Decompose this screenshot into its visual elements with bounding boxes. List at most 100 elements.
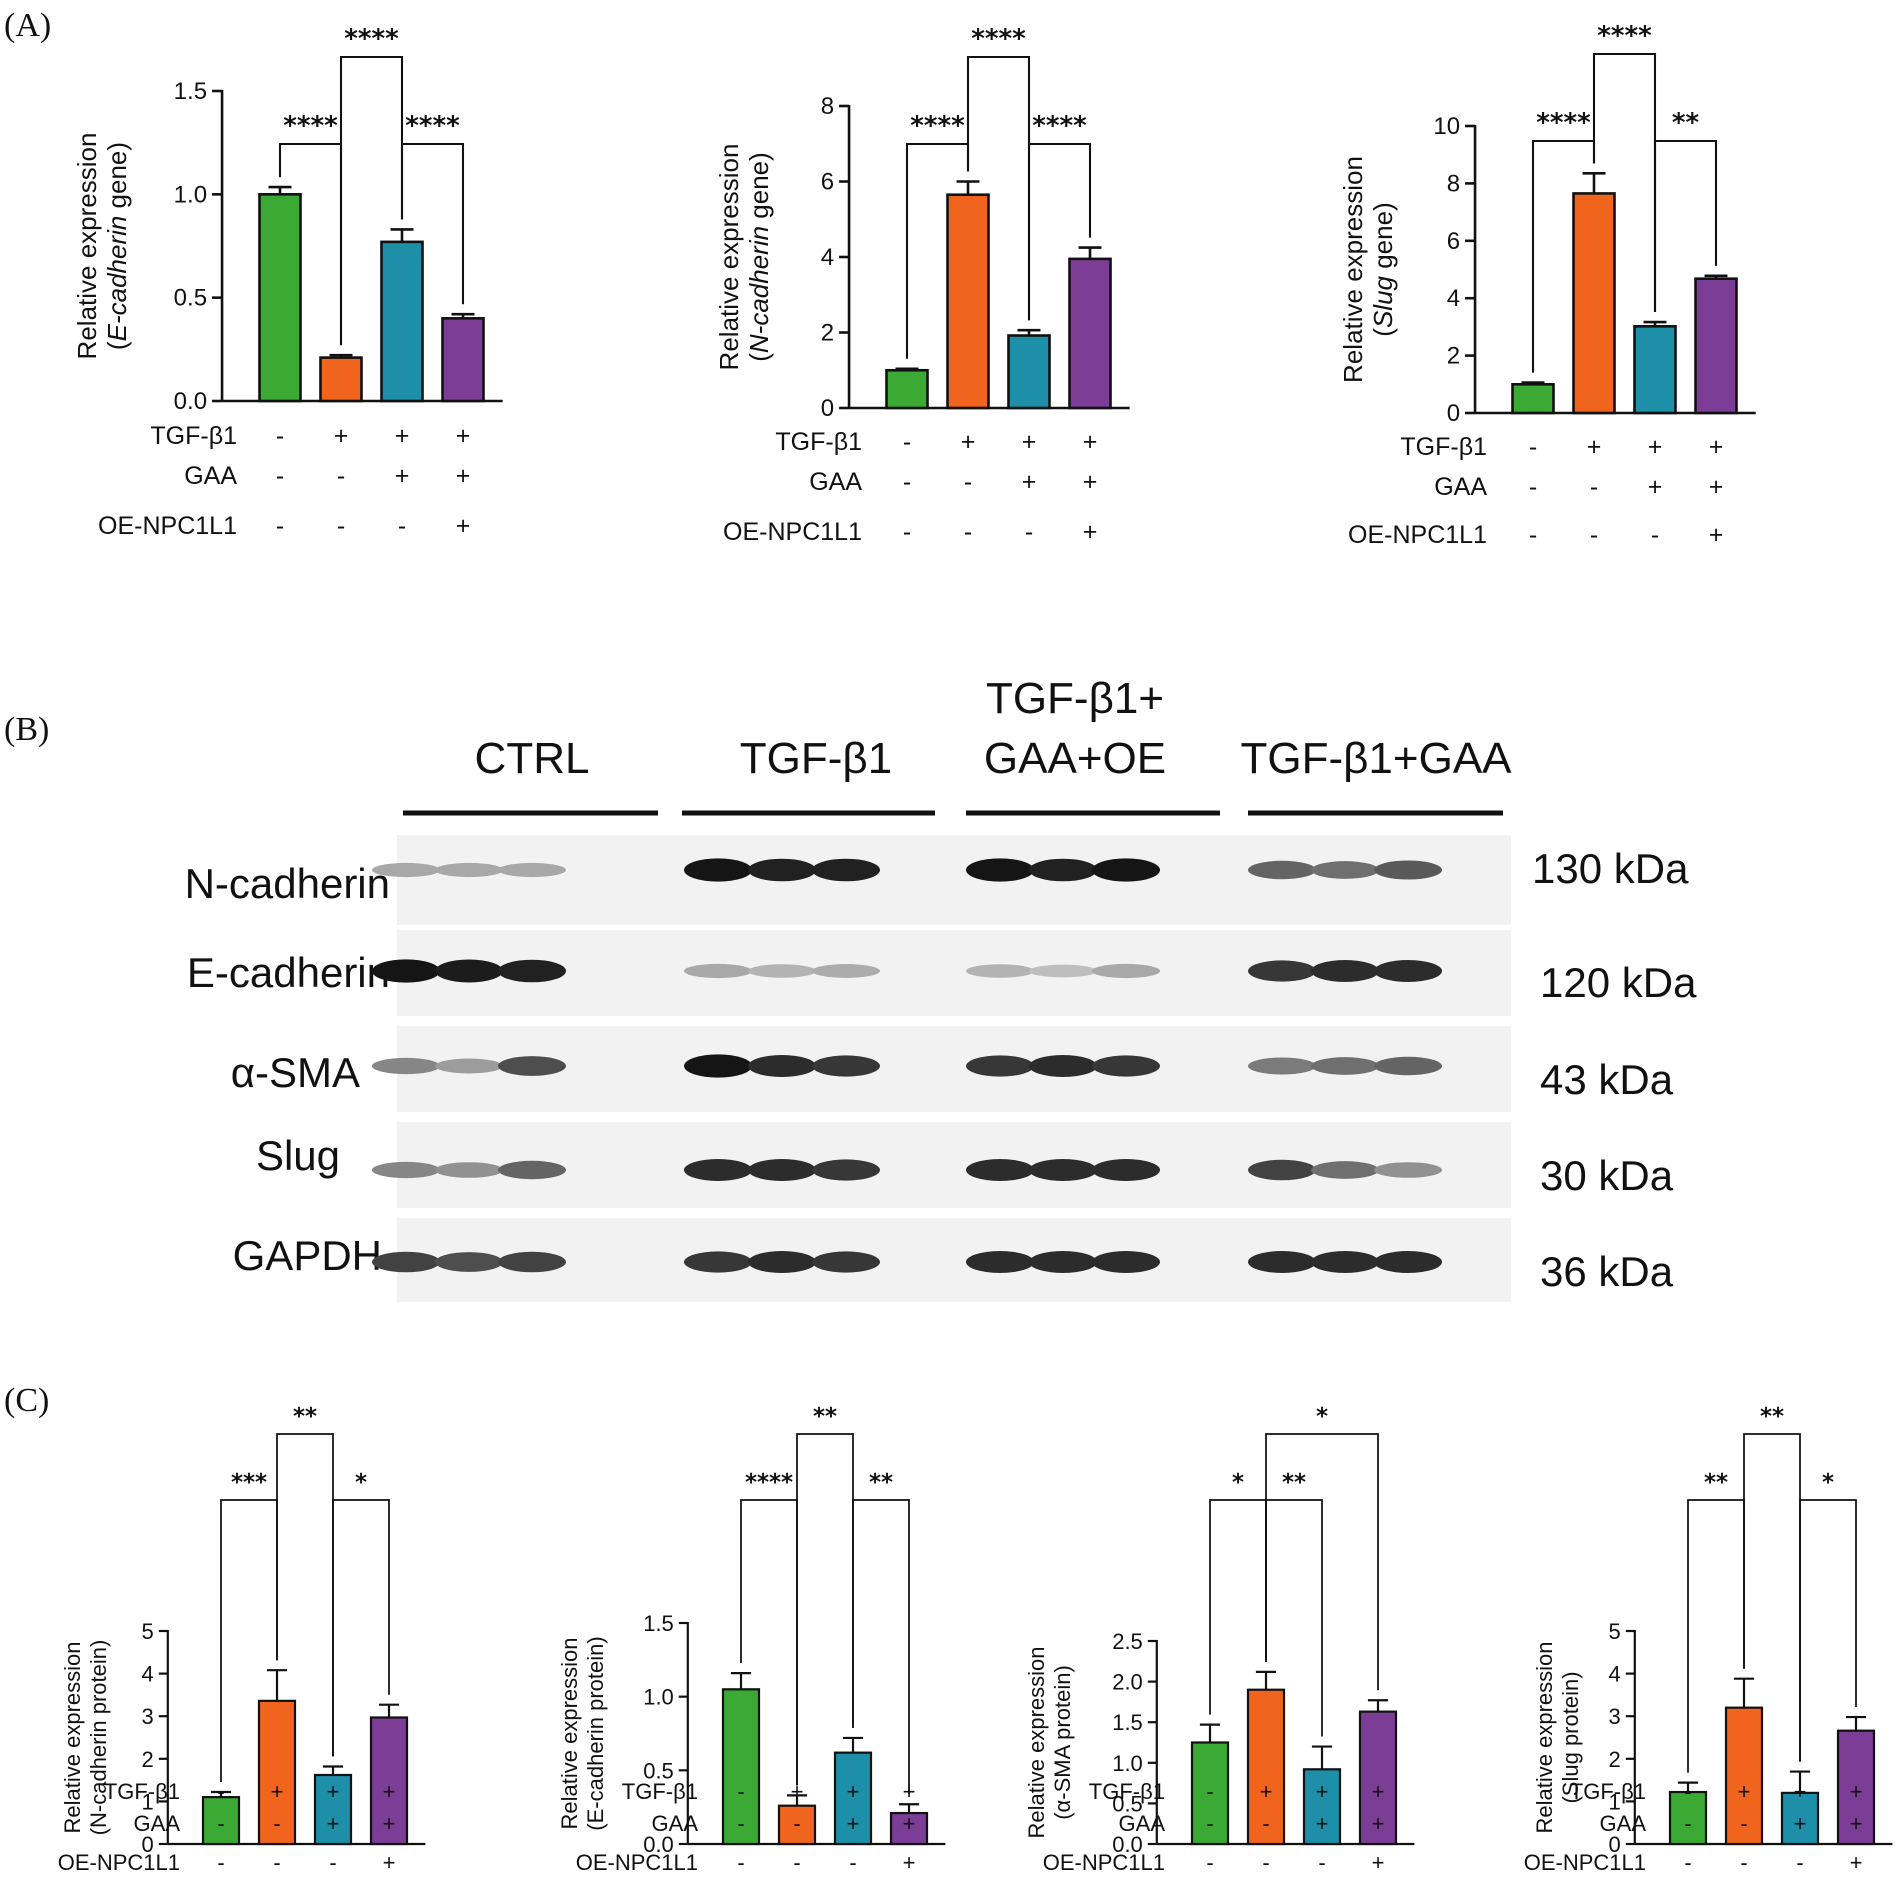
condition-sign: + bbox=[1022, 428, 1037, 456]
bar-4 bbox=[1836, 1729, 1876, 1846]
condition-sign: + bbox=[395, 422, 410, 450]
condition-sign: + bbox=[1794, 1811, 1807, 1836]
significance-label: * bbox=[355, 1470, 367, 1496]
bar-chart-4: 0 1 2 3 4 5 Relative expression (N-cadherin pro… bbox=[58, 1404, 426, 1875]
significance-label: *** bbox=[231, 1470, 267, 1496]
condition-sign: - bbox=[1206, 1811, 1213, 1836]
condition-label: OE-NPC1L1 bbox=[1043, 1850, 1165, 1875]
condition-sign: - bbox=[398, 512, 406, 540]
blot-band bbox=[1092, 1055, 1160, 1077]
bar-3 bbox=[1302, 1768, 1342, 1846]
condition-sign: - bbox=[273, 1850, 280, 1875]
condition-sign: - bbox=[1529, 473, 1537, 501]
blot-row-label: GAPDH bbox=[233, 1232, 382, 1279]
y-axis-label-line2: (N-cadherin gene) bbox=[744, 152, 774, 362]
significance-label: **** bbox=[283, 111, 338, 141]
condition-sign: + bbox=[1738, 1779, 1751, 1804]
condition-sign: - bbox=[1651, 521, 1659, 549]
y-tick-label: 6 bbox=[821, 169, 834, 196]
blot-band bbox=[435, 959, 503, 983]
blot-group-label: GAA+OE bbox=[984, 734, 1166, 783]
bar-chart-1: 0.0 0.5 1.0 1.5 Relative expression (E-cadher… bbox=[72, 24, 503, 540]
condition-sign: - bbox=[276, 422, 284, 450]
blot-band bbox=[1374, 1251, 1442, 1273]
y-tick-label: 1.5 bbox=[643, 1611, 674, 1636]
condition-sign: - bbox=[737, 1779, 744, 1804]
blot-row-label: E-cadherin bbox=[187, 949, 390, 996]
y-axis-label-segment: (Slug protein) bbox=[1558, 1671, 1583, 1803]
condition-sign: - bbox=[337, 462, 345, 490]
y-axis-label-line2: (E-cadherin gene) bbox=[102, 142, 132, 350]
y-axis-label-segment: gene) bbox=[1368, 202, 1398, 276]
condition-sign: + bbox=[1794, 1779, 1807, 1804]
condition-sign: - bbox=[1684, 1811, 1691, 1836]
blot-band bbox=[1029, 1055, 1097, 1077]
y-tick-label: 6 bbox=[1447, 228, 1460, 255]
condition-sign: + bbox=[383, 1811, 396, 1836]
y-tick-label: 2.5 bbox=[1112, 1629, 1143, 1654]
y-axis-label: Relative expression (N-cadherin gene) bbox=[714, 144, 774, 371]
blot-band bbox=[1029, 858, 1097, 882]
blot-band bbox=[748, 1159, 816, 1181]
condition-sign: - bbox=[1590, 473, 1598, 501]
y-tick-label: 4 bbox=[142, 1662, 154, 1687]
bar-2 bbox=[777, 1804, 817, 1846]
blot-band bbox=[498, 862, 566, 878]
y-axis-label-segment: gene) bbox=[744, 152, 774, 226]
y-axis-label-segment: (α-SMA protein) bbox=[1050, 1665, 1075, 1820]
bar-1 bbox=[1511, 382, 1555, 415]
y-axis-label-line2: (E-cadherin protein) bbox=[583, 1636, 608, 1830]
condition-sign: - bbox=[1025, 518, 1033, 546]
y-axis-label-segment: (N-cadherin protein) bbox=[86, 1640, 111, 1836]
blot-band bbox=[1029, 1159, 1097, 1181]
y-axis-label-segment: gene) bbox=[102, 142, 132, 216]
condition-sign: - bbox=[1206, 1779, 1213, 1804]
condition-sign: + bbox=[456, 422, 471, 450]
blot-band bbox=[1248, 1159, 1316, 1181]
blot-band bbox=[748, 858, 816, 882]
y-tick-label: 0.0 bbox=[1112, 1832, 1143, 1857]
bar-chart-6: 0.0 0.5 1.0 1.5 2.0 2.5 Relative expression (α-… bbox=[1024, 1404, 1415, 1875]
blot-band bbox=[684, 1159, 752, 1181]
condition-label: TGF-β1 bbox=[150, 422, 237, 450]
blot-band bbox=[1092, 858, 1160, 882]
y-tick-label: 1.0 bbox=[643, 1685, 674, 1710]
y-axis-label: Relative expression (Slug gene) bbox=[1338, 156, 1398, 383]
blot-kda-label: 43 kDa bbox=[1540, 1056, 1674, 1103]
condition-sign: - bbox=[217, 1779, 224, 1804]
y-axis-label-line2: (Slug gene) bbox=[1368, 202, 1398, 336]
blot-band bbox=[498, 1160, 566, 1180]
condition-sign: - bbox=[793, 1850, 800, 1875]
western-blot: CTRL TGF-β1 TGF-β1+ GAA+OE TGF-β1+GAA N-cadhe… bbox=[185, 674, 1697, 1302]
condition-sign: - bbox=[1318, 1850, 1325, 1875]
bar-chart-5: 0.0 0.5 1.0 1.5 Relative expression (E-cadher… bbox=[557, 1404, 946, 1875]
condition-sign: - bbox=[217, 1850, 224, 1875]
y-tick-label: 10 bbox=[1433, 113, 1460, 140]
condition-sign: + bbox=[903, 1811, 916, 1836]
y-tick-label: 3 bbox=[1609, 1704, 1621, 1729]
blot-band bbox=[1248, 960, 1316, 982]
blot-group-label: TGF-β1 bbox=[740, 734, 892, 783]
condition-sign: - bbox=[1740, 1811, 1747, 1836]
blot-band bbox=[1374, 1162, 1442, 1178]
blot-band bbox=[1311, 1057, 1379, 1075]
bar-2 bbox=[946, 193, 990, 410]
blot-band bbox=[812, 858, 880, 882]
significance-label: **** bbox=[1536, 108, 1591, 138]
condition-sign: + bbox=[1709, 433, 1724, 461]
condition-sign: - bbox=[276, 512, 284, 540]
condition-sign: - bbox=[737, 1850, 744, 1875]
condition-sign: - bbox=[903, 468, 911, 496]
condition-sign: + bbox=[327, 1811, 340, 1836]
significance-bracket bbox=[1799, 1499, 1857, 1762]
significance-label: ** bbox=[1760, 1404, 1784, 1430]
y-axis-label: Relative expression (Slug protein) bbox=[1532, 1642, 1583, 1834]
y-tick-label: 0 bbox=[1609, 1832, 1621, 1857]
y-tick-label: 0.5 bbox=[1112, 1791, 1143, 1816]
blot-group-label: CTRL bbox=[475, 734, 590, 783]
blot-band bbox=[1311, 861, 1379, 879]
condition-label: GAA bbox=[1600, 1811, 1647, 1836]
condition-sign: - bbox=[849, 1850, 856, 1875]
